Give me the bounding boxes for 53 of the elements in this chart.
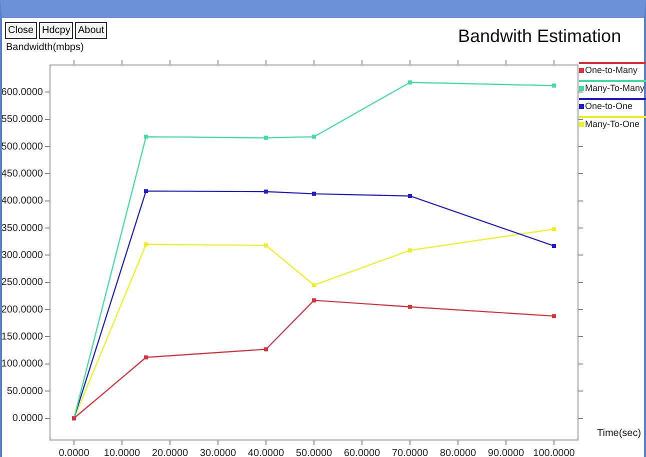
point (144, 189, 148, 194)
text: About (75, 22, 108, 39)
x-tick-label: 90.0000 (488, 448, 525, 457)
x-tick-label: 100.0000 (533, 448, 576, 457)
x-axis-title: Time(sec) (597, 428, 642, 439)
point (264, 243, 268, 248)
point (312, 134, 316, 139)
point (408, 248, 412, 252)
point (264, 347, 268, 352)
x-tick-label: 50.0000 (296, 448, 333, 457)
point (408, 304, 412, 309)
y-tick-label: 450.0000 (1, 168, 44, 180)
point (408, 194, 412, 198)
y-tick-label: 400.0000 (1, 196, 44, 207)
y-tick-label: 250.0000 (1, 277, 44, 288)
y-tick-label: 300.0000 (1, 250, 44, 261)
legend-label: One-to-Many (579, 62, 646, 80)
y-tick-label: 550.0000 (1, 114, 44, 126)
point (144, 134, 148, 139)
point (552, 314, 556, 318)
point (552, 244, 556, 248)
y-tick-label: 500.0000 (1, 141, 44, 152)
x-tick-label: 80.0000 (440, 448, 477, 457)
y-tick-label: 150.0000 (1, 331, 44, 342)
x-tick-label: 40.0000 (248, 448, 285, 457)
legend-label: Many-To-One (579, 116, 646, 134)
point (312, 192, 316, 196)
point (312, 283, 316, 288)
point (552, 84, 556, 88)
x-tick-label: 70.0000 (392, 448, 429, 457)
y-tick-label: 200.0000 (1, 304, 44, 316)
y-tick-label: 0.0000 (12, 413, 44, 424)
y-tick-label: 100.0000 (1, 358, 44, 370)
x-tick-label: 30.0000 (200, 448, 237, 457)
text: Hdcpy (39, 22, 74, 39)
point (264, 136, 268, 140)
y-tick-label: 350.0000 (1, 222, 44, 234)
legend-label: One-to-One (579, 98, 646, 116)
y-tick-label: 600.0000 (1, 86, 44, 98)
x-tick-label: 10.0000 (104, 448, 141, 457)
point (312, 298, 316, 302)
text: Close (5, 22, 37, 39)
point (264, 190, 268, 194)
point (144, 355, 148, 360)
point (144, 242, 148, 246)
x-tick-label: 0.0000 (58, 448, 90, 457)
chart-title: Bandwith Estimation (458, 26, 622, 47)
y-tick-label: 50.0000 (6, 386, 44, 397)
x-tick-label: 20.0000 (152, 448, 189, 457)
x-tick-label: 60.0000 (344, 448, 381, 457)
point (552, 227, 556, 232)
point (408, 80, 412, 84)
y-axis-title: Bandwidth(mbps) (6, 42, 84, 53)
